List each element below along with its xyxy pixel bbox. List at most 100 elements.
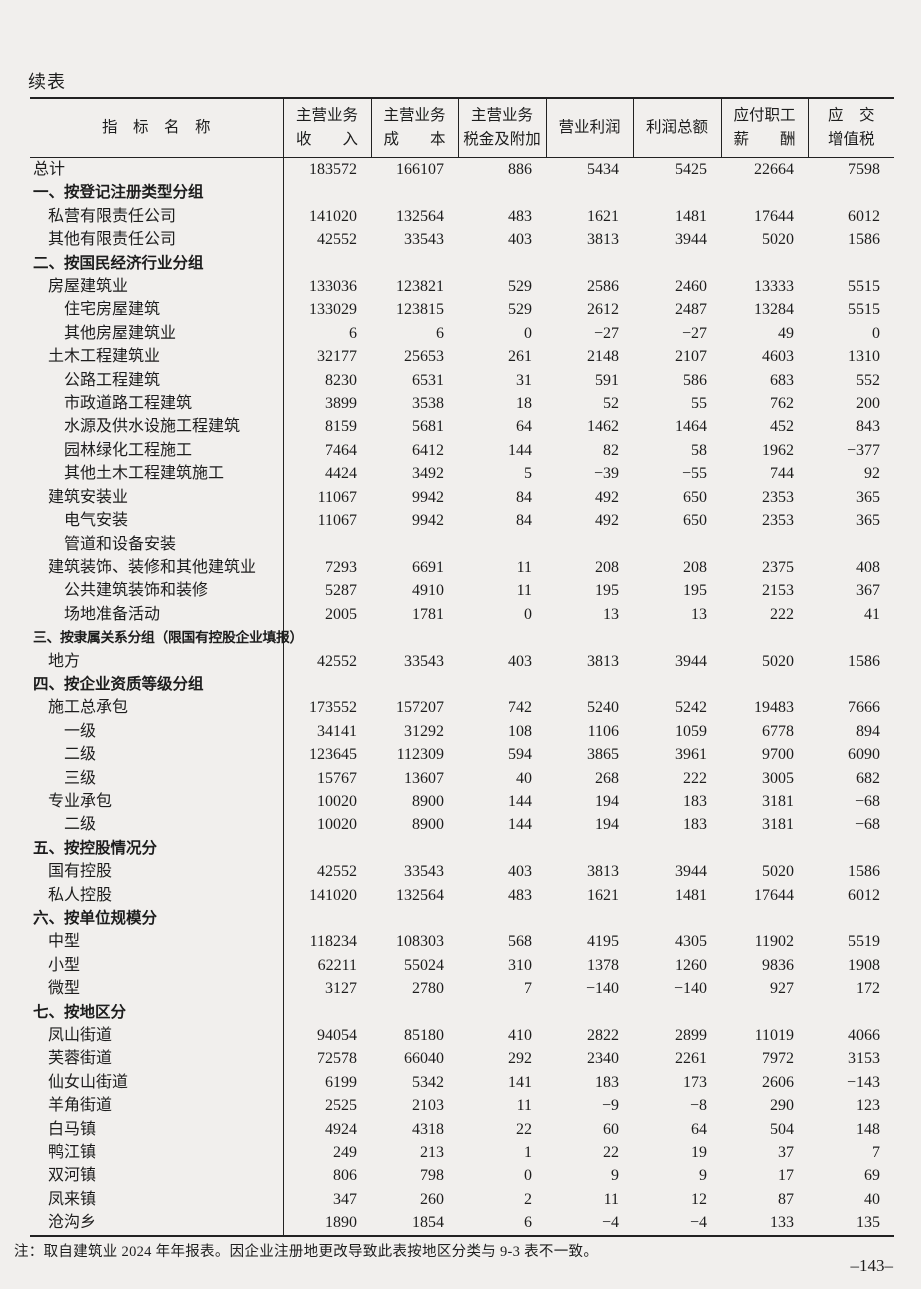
row-label: 房屋建筑业	[30, 275, 284, 299]
cell-value	[633, 626, 721, 649]
row-label: 土木工程建筑业	[30, 345, 284, 369]
cell-value: 12	[691, 1190, 707, 1208]
table-row: 建筑安装业 11067 9942 84 492 650 2353 365	[30, 485, 894, 510]
table-row: 公共建筑装饰和装修 5287 4910 11 195 195 2153 367	[30, 579, 894, 603]
row-label: 羊角街道	[30, 1094, 284, 1118]
cell-value: 806	[333, 1167, 357, 1185]
row-label: 一级	[30, 719, 284, 744]
row-label: 管道和设备安装	[30, 532, 284, 556]
cell-value	[458, 837, 546, 860]
row-label: 七、按地区分	[30, 1000, 284, 1025]
cell-value: 6	[436, 324, 444, 342]
cell-value: 683	[770, 371, 794, 389]
cell-value	[721, 1001, 808, 1024]
cell-value: 19483	[754, 699, 794, 717]
cell-value: 2460	[675, 278, 707, 296]
row-label: 沧沟乡	[30, 1211, 284, 1236]
cell-value: 1621	[587, 207, 619, 225]
cell-value: 2340	[587, 1050, 619, 1068]
cell-value	[371, 252, 458, 275]
cell-value: −39	[593, 465, 619, 483]
cell-value: 133036	[309, 278, 357, 296]
table-row: 公路工程建筑 8230 6531 31 591 586 683 552	[30, 368, 894, 393]
cell-value: 2586	[587, 278, 619, 296]
cell-value: 290	[770, 1097, 794, 1115]
cell-value: 94054	[317, 1027, 357, 1045]
cell-value: 1586	[848, 863, 880, 881]
cell-value	[633, 907, 721, 930]
cell-value: 261	[508, 348, 532, 366]
continued-table-label: 续表	[28, 72, 66, 92]
cell-value: 9	[611, 1167, 619, 1185]
cell-value	[633, 533, 721, 556]
table-row: 国有控股 42552 33543 403 3813 3944 5020 1586	[30, 860, 894, 884]
cell-value: 34141	[317, 722, 357, 740]
cell-value: 5242	[675, 699, 707, 717]
cell-value	[721, 626, 808, 649]
cell-value	[458, 673, 546, 696]
cell-value: 1059	[675, 722, 707, 740]
cell-value	[371, 1001, 458, 1024]
cell-value: 33543	[404, 863, 444, 881]
cell-value: 1854	[412, 1214, 444, 1232]
cell-value: 141	[508, 1073, 532, 1091]
column-header-payroll: 应付职工薪 酬	[720, 98, 808, 158]
table-row: 施工总承包 173552 157207 742 5240 5242 19483 7666	[30, 696, 894, 720]
table-row: 二、按国民经济行业分组	[30, 251, 894, 276]
cell-value: 13	[603, 605, 619, 623]
cell-value	[458, 907, 546, 930]
cell-value: 1464	[675, 418, 707, 436]
cell-value: 42552	[317, 231, 357, 249]
row-label: 二级	[30, 743, 284, 767]
cell-value: 2899	[675, 1027, 707, 1045]
cell-value: 3813	[587, 231, 619, 249]
page-number: –143–	[850, 1256, 894, 1275]
table-row: 三级 15767 13607 40 268 222 3005 682	[30, 766, 894, 790]
cell-value: 194	[595, 792, 619, 810]
cell-value: 8900	[412, 816, 444, 834]
cell-value: 492	[595, 488, 619, 506]
row-label: 建筑装饰、装修和其他建筑业	[30, 555, 284, 580]
row-label: 双河镇	[30, 1164, 284, 1188]
row-label: 鸭江镇	[30, 1141, 284, 1165]
cell-value: 5020	[762, 652, 794, 670]
cell-value: 452	[770, 418, 794, 436]
cell-value: 4424	[325, 465, 357, 483]
cell-value	[633, 837, 721, 860]
cell-value: 3538	[412, 395, 444, 413]
cell-value: 33543	[404, 652, 444, 670]
footnote: 注：取自建筑业 2024 年年报表。因企业注册地更改导致此表按地区分类与 9-3…	[14, 1244, 599, 1260]
cell-value: 650	[683, 512, 707, 530]
cell-value: 5515	[848, 301, 880, 319]
row-label: 微型	[30, 977, 284, 1001]
cell-value: 7	[524, 980, 532, 998]
cell-value: 2612	[587, 301, 619, 319]
cell-value: 37	[778, 1144, 794, 1162]
row-label: 其他房屋建筑业	[30, 321, 284, 346]
cell-value: 222	[770, 605, 794, 623]
column-header-vat: 应 交增值税	[807, 98, 894, 158]
cell-value: 4066	[848, 1027, 880, 1045]
table-row: 沧沟乡 1890 1854 6 −4 −4 133 135	[30, 1211, 894, 1236]
cell-value: 183	[683, 792, 707, 810]
cell-value: 123815	[396, 301, 444, 319]
row-label: 三、按隶属关系分组（限国有控股企业填报）	[30, 626, 303, 650]
cell-value	[808, 252, 894, 275]
cell-value	[371, 533, 458, 556]
cell-value	[283, 1001, 371, 1024]
cell-value	[721, 181, 808, 204]
row-label: 建筑安装业	[30, 485, 284, 510]
cell-value: 292	[508, 1050, 532, 1068]
cell-value: 1781	[412, 605, 444, 623]
cell-value: −8	[689, 1097, 707, 1115]
table-row: 电气安装 11067 9942 84 492 650 2353 365	[30, 509, 894, 533]
row-label: 公共建筑装饰和装修	[30, 579, 284, 603]
cell-value: 3127	[325, 980, 357, 998]
cell-value: 4924	[325, 1120, 357, 1138]
cell-value: 9700	[762, 746, 794, 764]
cell-value: 2525	[325, 1097, 357, 1115]
cell-value	[546, 907, 633, 930]
row-label: 四、按企业资质等级分组	[30, 672, 284, 697]
cell-value: 5515	[848, 278, 880, 296]
cell-value: 886	[508, 161, 532, 178]
